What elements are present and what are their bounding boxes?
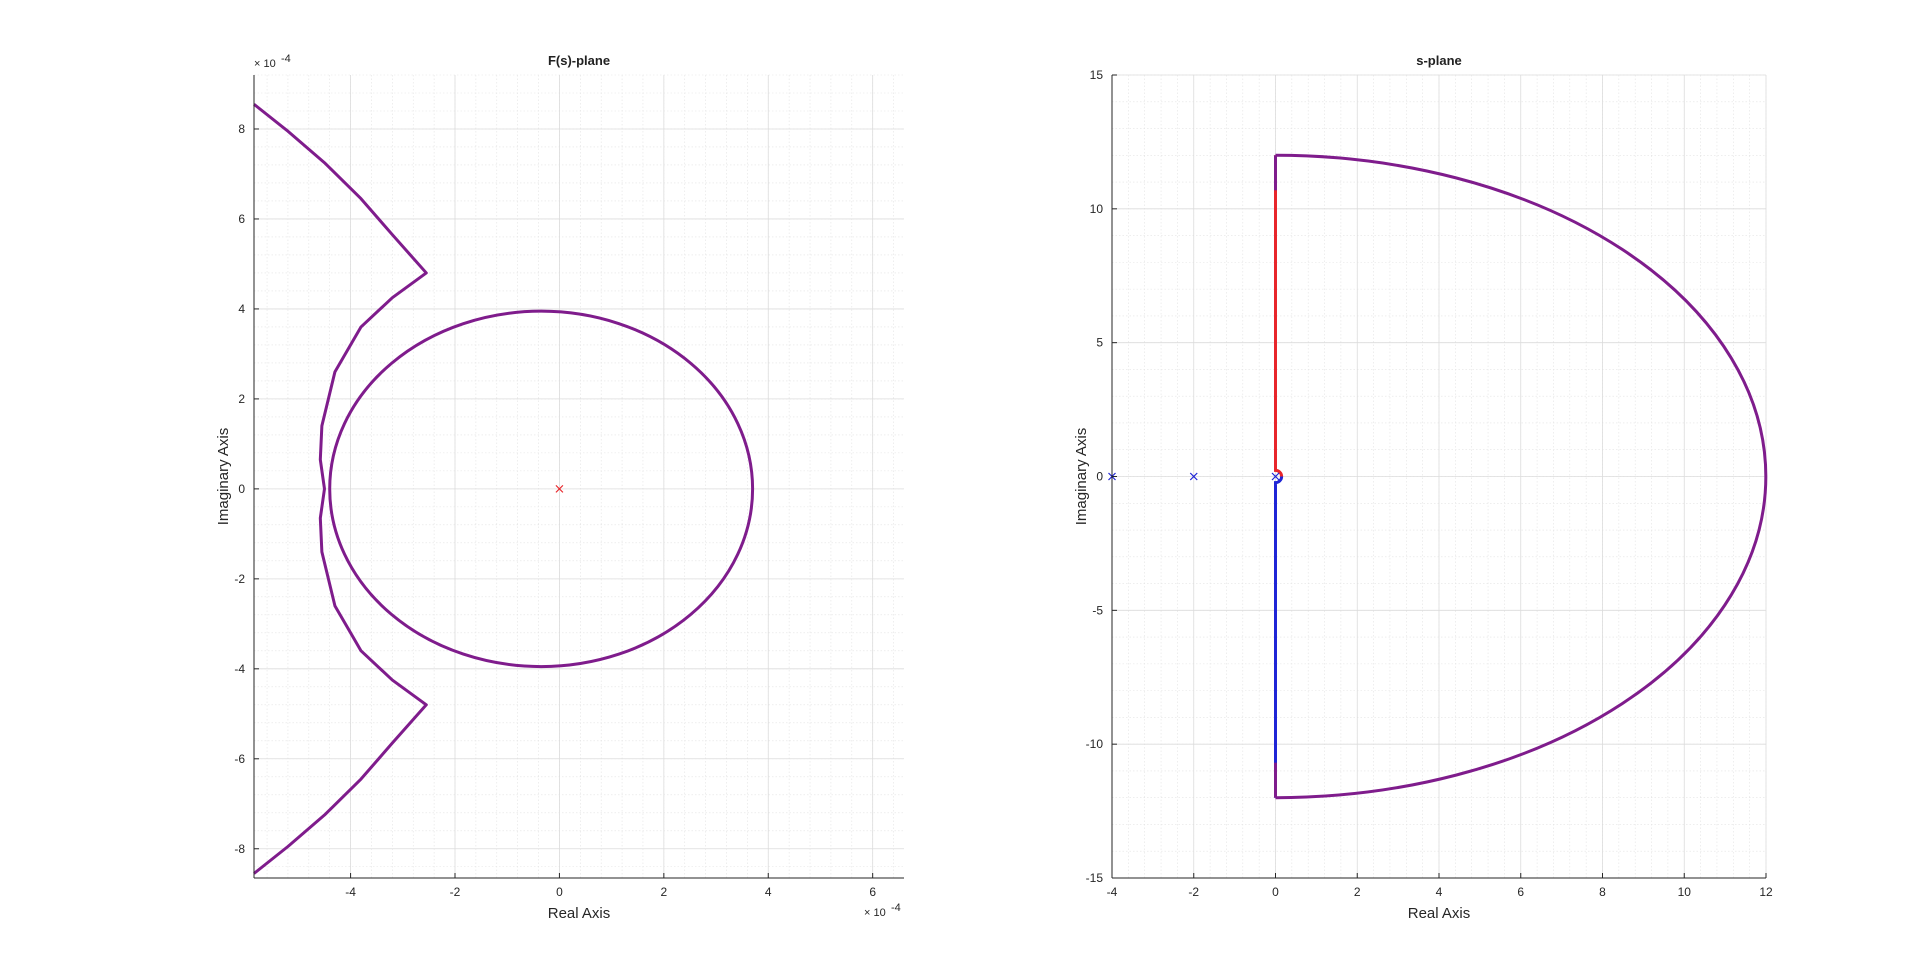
x-axis-label: Real Axis xyxy=(1408,905,1471,922)
y-tick-label: 15 xyxy=(1090,68,1104,82)
x-tick-label: 2 xyxy=(1354,885,1361,899)
plot-area xyxy=(254,75,904,878)
x-tick-label: 6 xyxy=(869,885,876,899)
y-tick-label: 8 xyxy=(238,122,245,136)
marker-stroke xyxy=(1189,472,1198,481)
y-tick-label: 2 xyxy=(238,392,245,406)
major-grid xyxy=(254,75,904,878)
contour-large-arc xyxy=(1275,153,1768,800)
pole-marker xyxy=(1189,472,1198,481)
x-exponent-power: -4 xyxy=(891,902,901,914)
x-tick-label: 4 xyxy=(1436,885,1443,899)
chart-title: s-plane xyxy=(1416,53,1462,68)
contour-lower-segment xyxy=(1274,476,1284,798)
y-exponent-power: -4 xyxy=(281,53,291,65)
data-layer xyxy=(1108,153,1768,800)
y-tick-label: -5 xyxy=(1092,603,1103,617)
y-axis-label: Imaginary Axis xyxy=(1073,428,1090,526)
s-plane-axes: -4 -2 0 2 4 6 8 10 12 -15 -10 -5 0 5 10 15 s-plane Real… xyxy=(1073,53,1773,922)
inner-nyquist-loop xyxy=(328,309,755,669)
contour-upper-segment xyxy=(1274,155,1284,477)
tick-labels: -4 -2 0 2 4 6 -8 -6 -4 -2 0 2 4 6 8 xyxy=(234,122,876,899)
y-tick-label: 0 xyxy=(1096,470,1103,484)
data-layer xyxy=(253,103,755,875)
x-exponent-base: × 10 xyxy=(864,907,886,919)
x-tick-label: 4 xyxy=(765,885,772,899)
x-scale-exponent: × 10 -4 xyxy=(864,902,901,919)
x-tick-label: 6 xyxy=(1517,885,1524,899)
x-tick-label: -2 xyxy=(450,885,461,899)
pole-marker xyxy=(1271,472,1280,481)
y-tick-label: 4 xyxy=(238,302,245,316)
x-tick-label: -4 xyxy=(345,885,356,899)
x-tick-label: 12 xyxy=(1759,885,1773,899)
x-tick-label: 10 xyxy=(1678,885,1692,899)
tick-labels: -4 -2 0 2 4 6 8 10 12 -15 -10 -5 0 5 10 15 xyxy=(1086,68,1773,899)
x-tick-label: -2 xyxy=(1188,885,1199,899)
y-axis-label: Imaginary Axis xyxy=(215,428,232,526)
origin-marker xyxy=(555,484,564,493)
outer-nyquist-curve xyxy=(253,103,428,875)
y-tick-label: -6 xyxy=(234,752,245,766)
y-tick-label: -15 xyxy=(1086,871,1104,885)
marker-stroke xyxy=(555,484,564,493)
y-tick-label: -2 xyxy=(234,572,245,586)
axis-lines xyxy=(253,75,904,879)
y-tick-label: 0 xyxy=(238,482,245,496)
x-tick-label: 0 xyxy=(556,885,563,899)
y-scale-exponent: × 10 -4 xyxy=(254,53,291,70)
x-tick-label: 2 xyxy=(660,885,667,899)
y-tick-label: 5 xyxy=(1096,336,1103,350)
y-exponent-base: × 10 xyxy=(254,58,276,70)
y-tick-label: -10 xyxy=(1086,737,1104,751)
fs-plane-axes: -4 -2 0 2 4 6 -8 -6 -4 -2 0 2 4 6 8 F(s)-plane Real Ax… xyxy=(215,53,904,922)
x-tick-label: 0 xyxy=(1272,885,1279,899)
y-tick-label: 10 xyxy=(1090,202,1104,216)
x-tick-label: -4 xyxy=(1107,885,1118,899)
y-tick-label: -8 xyxy=(234,842,245,856)
chart-title: F(s)-plane xyxy=(548,53,610,68)
y-tick-label: -4 xyxy=(234,662,245,676)
y-tick-label: 6 xyxy=(238,212,245,226)
x-axis-label: Real Axis xyxy=(548,905,611,922)
x-tick-label: 8 xyxy=(1599,885,1606,899)
marker-stroke xyxy=(1271,472,1280,481)
